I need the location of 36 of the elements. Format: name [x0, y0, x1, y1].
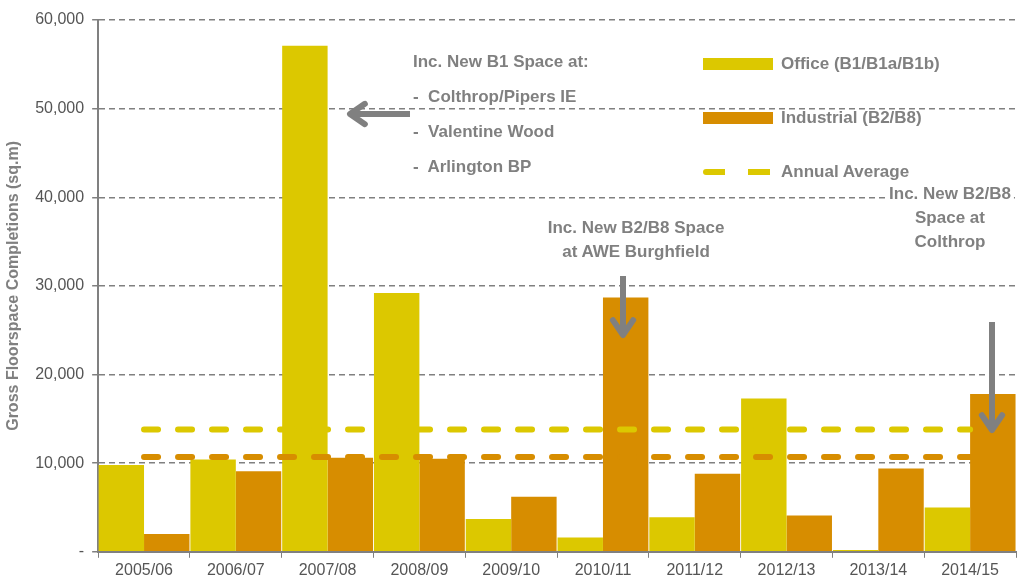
bar	[465, 519, 512, 552]
x-tick-label: 2011/12	[666, 560, 724, 578]
bar	[144, 534, 190, 552]
y-tick-label: 40,000	[35, 187, 85, 205]
x-tick-label: 2010/11	[574, 560, 632, 578]
bar	[235, 471, 282, 552]
y-tick-label: 10,000	[35, 453, 85, 471]
y-tick-label: 30,000	[35, 276, 85, 294]
bar	[190, 459, 236, 552]
annotation: Inc. New B1 Space at: - Colthrop/Pipers IE - Valentine Wood - Arlington BP	[413, 51, 589, 176]
x-tick-label: 2014/15	[941, 560, 1000, 578]
x-tick-label: 2012/13	[757, 560, 816, 578]
legend-label: Office (B1/B1a/B1b)	[781, 53, 940, 74]
x-tick-label: 2007/08	[298, 560, 357, 578]
y-tick-label: 20,000	[35, 364, 85, 382]
bar	[511, 496, 557, 552]
legend-label: Industrial (B2/B8)	[781, 107, 922, 128]
y-tick-label: 60,000	[35, 10, 85, 28]
bar	[786, 515, 832, 552]
bar	[649, 517, 695, 552]
x-tick-label: 2006/07	[206, 560, 265, 578]
y-axis-title: Gross Floorspace Completions (sq.m)	[4, 140, 22, 431]
x-tick-label: 2008/09	[390, 560, 449, 578]
bar	[878, 468, 924, 552]
annotation: Inc. New B2/B8 Space at Colthrop	[889, 183, 1011, 251]
legend-label: Annual Average	[781, 161, 910, 182]
x-tick-label: 2013/14	[849, 560, 908, 578]
y-tick-label: 50,000	[35, 99, 85, 117]
bar	[557, 537, 603, 552]
x-tick-label: 2005/06	[115, 560, 174, 578]
annotation: Inc. New B2/B8 Space at AWE Burghfield	[547, 217, 725, 261]
x-tick-label: 2009/10	[482, 560, 541, 578]
bar	[694, 473, 741, 552]
y-tick-label: -	[78, 542, 85, 560]
bar	[98, 464, 145, 552]
bar	[924, 507, 971, 552]
